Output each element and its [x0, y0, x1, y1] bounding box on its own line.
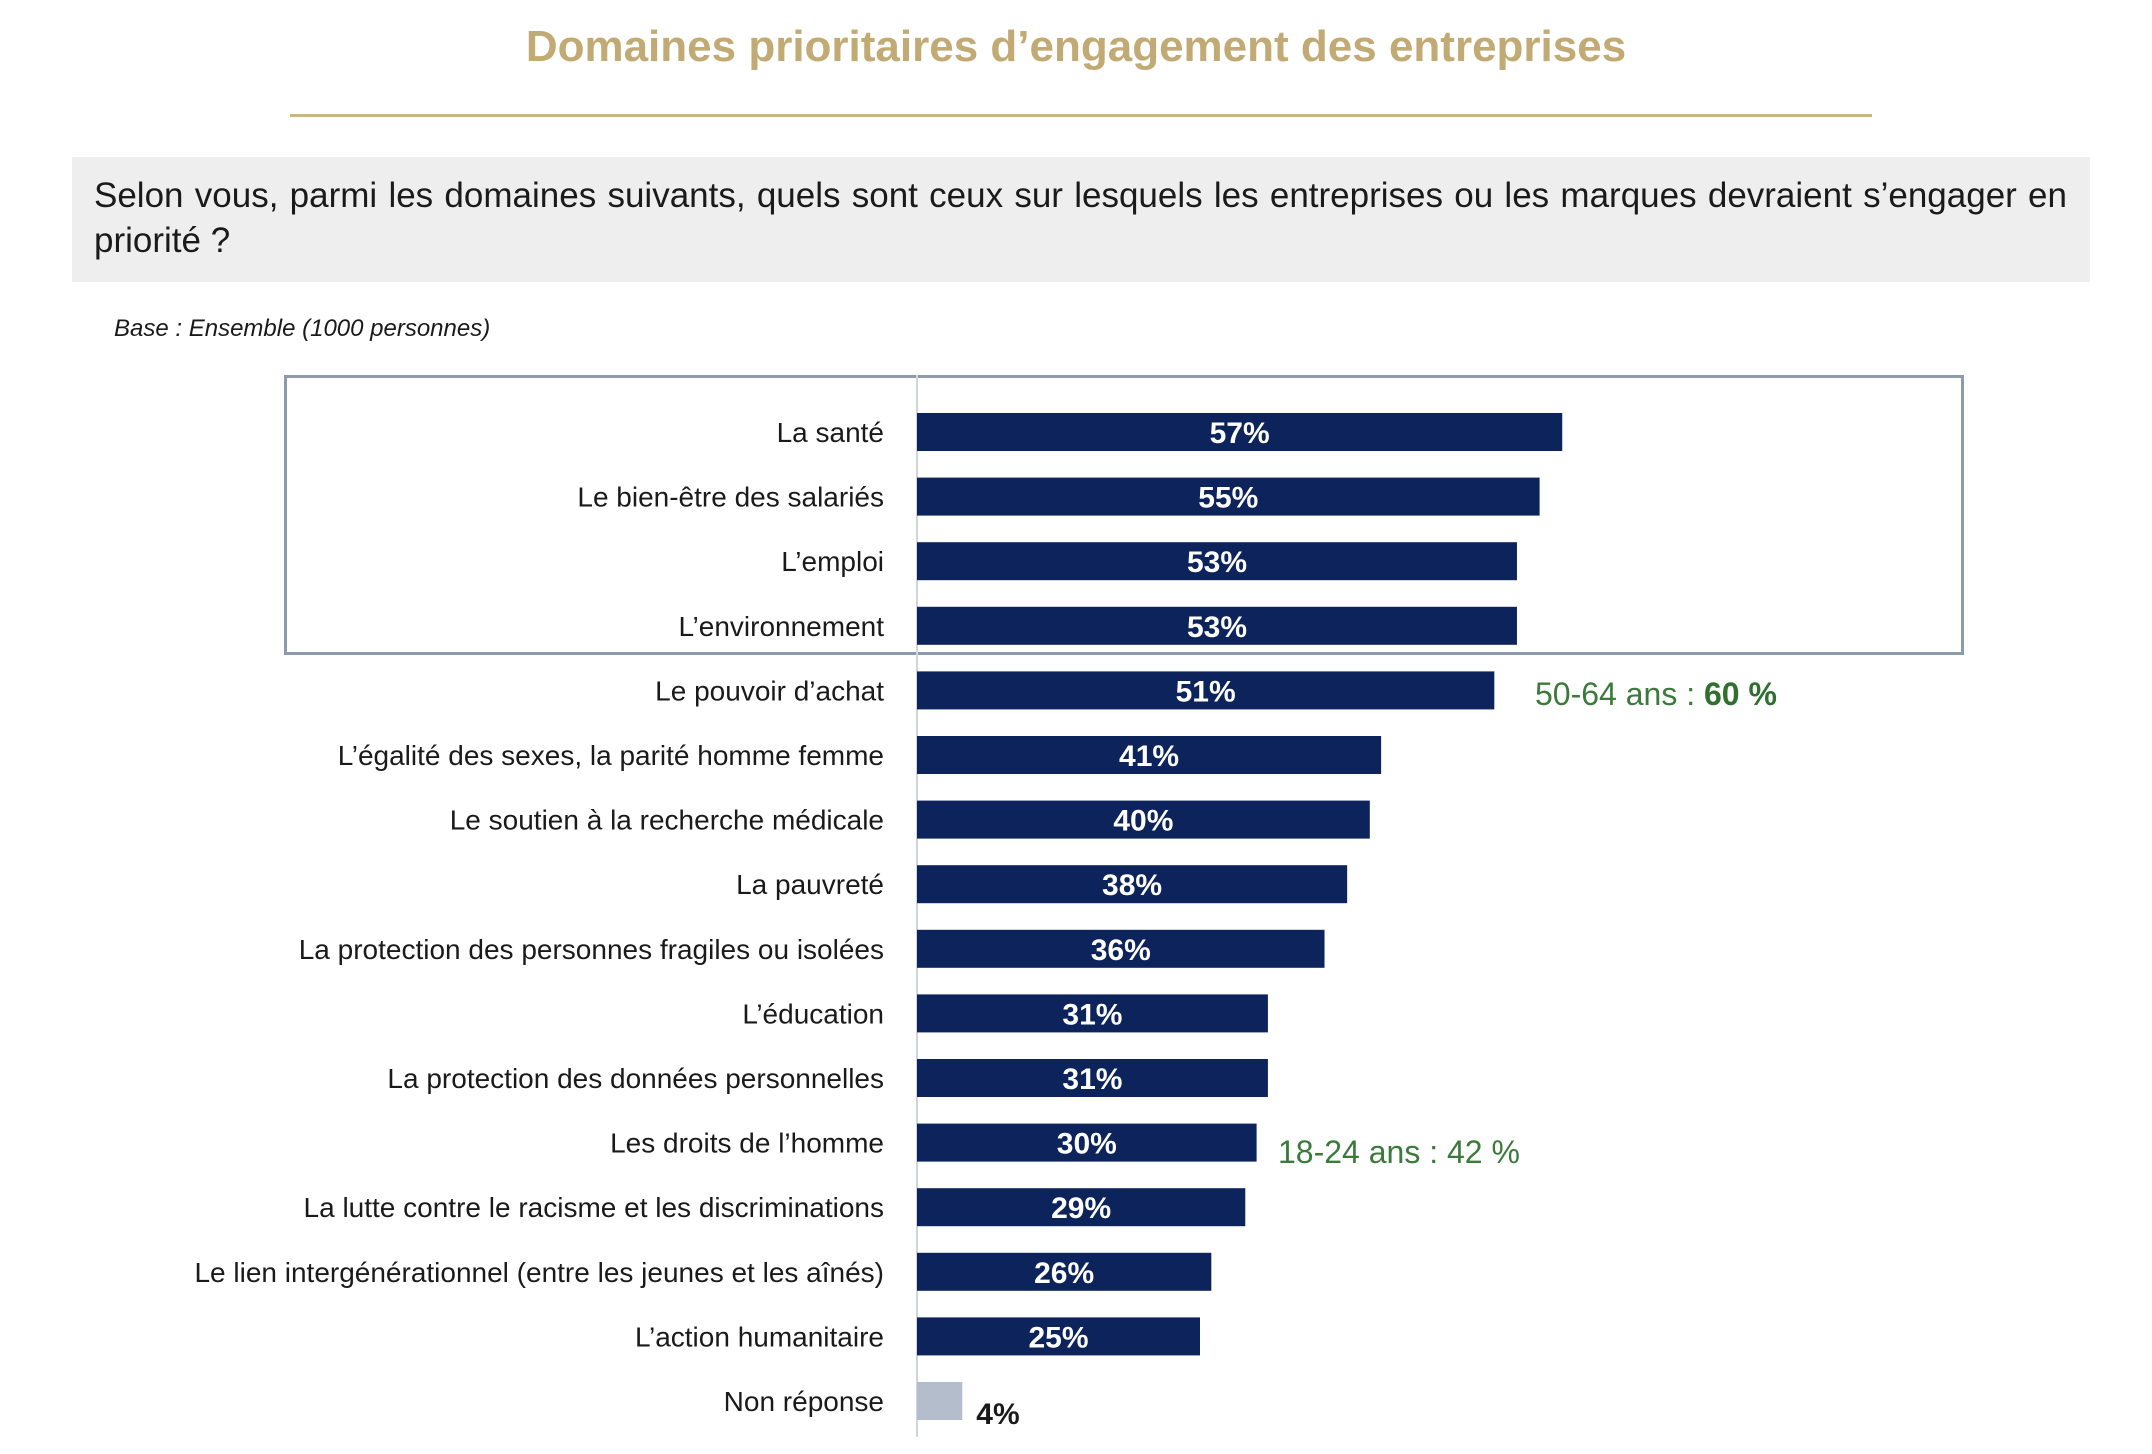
category-label: Le bien-être des salariés [577, 482, 884, 513]
value-label: 29% [1051, 1192, 1111, 1225]
survey-question: Selon vous, parmi les domaines suivants,… [94, 176, 2067, 260]
value-label: 25% [1028, 1321, 1088, 1354]
bar [917, 1188, 1246, 1227]
bar [917, 1123, 1257, 1162]
value-label: 53% [1187, 546, 1247, 579]
value-label: 31% [1062, 1063, 1122, 1096]
category-label: Non réponse [724, 1386, 884, 1417]
annotation-value: 60 % [1704, 676, 1777, 712]
bar [917, 1317, 1200, 1356]
bar [917, 477, 1540, 516]
bar [917, 413, 1563, 451]
value-label: 38% [1102, 869, 1162, 902]
category-label: L’égalité des sexes, la parité homme fem… [338, 740, 884, 771]
value-label: 40% [1113, 805, 1173, 838]
value-label: 31% [1062, 998, 1122, 1031]
value-label: 57% [1210, 417, 1270, 450]
bar [917, 736, 1382, 774]
category-label: La pauvreté [736, 869, 884, 900]
value-label: 30% [1057, 1128, 1117, 1161]
bar [917, 1252, 1212, 1291]
category-label: Le soutien à la recherche médicale [450, 805, 884, 836]
annotation-pouvoir-achat: 50-64 ans : 60 % [1535, 676, 1777, 713]
annotation-droits-homme: 18-24 ans : 42 % [1278, 1134, 1520, 1170]
category-label: La lutte contre le racisme et les discri… [304, 1192, 884, 1223]
category-label: L’emploi [781, 546, 884, 577]
category-label: L’environnement [679, 611, 885, 642]
bar [917, 606, 1517, 645]
sample-base-note: Base : Ensemble (1000 personnes) [114, 315, 491, 342]
value-label: 4% [976, 1398, 1019, 1431]
value-label: 26% [1034, 1257, 1094, 1290]
bar [917, 994, 1268, 1033]
category-axis-line [916, 375, 918, 1437]
annotation-prefix: 50-64 ans : [1535, 676, 1704, 712]
title-divider [290, 114, 1872, 117]
category-label: La santé [777, 417, 884, 448]
bar [917, 929, 1325, 968]
category-label: L’éducation [742, 998, 884, 1029]
top-four-highlight-frame [284, 375, 1964, 655]
bar [917, 671, 1495, 710]
category-label: Le pouvoir d’achat [655, 675, 884, 706]
bar [917, 542, 1517, 581]
category-label: La protection des personnes fragiles ou … [299, 934, 884, 965]
value-label: 41% [1119, 740, 1179, 773]
chart-title: Domaines prioritaires d’engagement des e… [525, 22, 1627, 71]
category-label: L’action humanitaire [635, 1321, 884, 1352]
question-box [72, 157, 2090, 282]
bar [917, 1382, 963, 1420]
value-label: 36% [1091, 934, 1151, 967]
value-label: 53% [1187, 611, 1247, 644]
category-label: Le lien intergénérationnel (entre les je… [194, 1257, 884, 1288]
value-label: 55% [1198, 482, 1258, 515]
bar [917, 800, 1370, 839]
bar [917, 1059, 1268, 1097]
bar [917, 865, 1348, 904]
category-label: Les droits de l’homme [610, 1128, 884, 1159]
category-label: La protection des données personnelles [387, 1063, 884, 1094]
value-label: 51% [1176, 675, 1236, 708]
